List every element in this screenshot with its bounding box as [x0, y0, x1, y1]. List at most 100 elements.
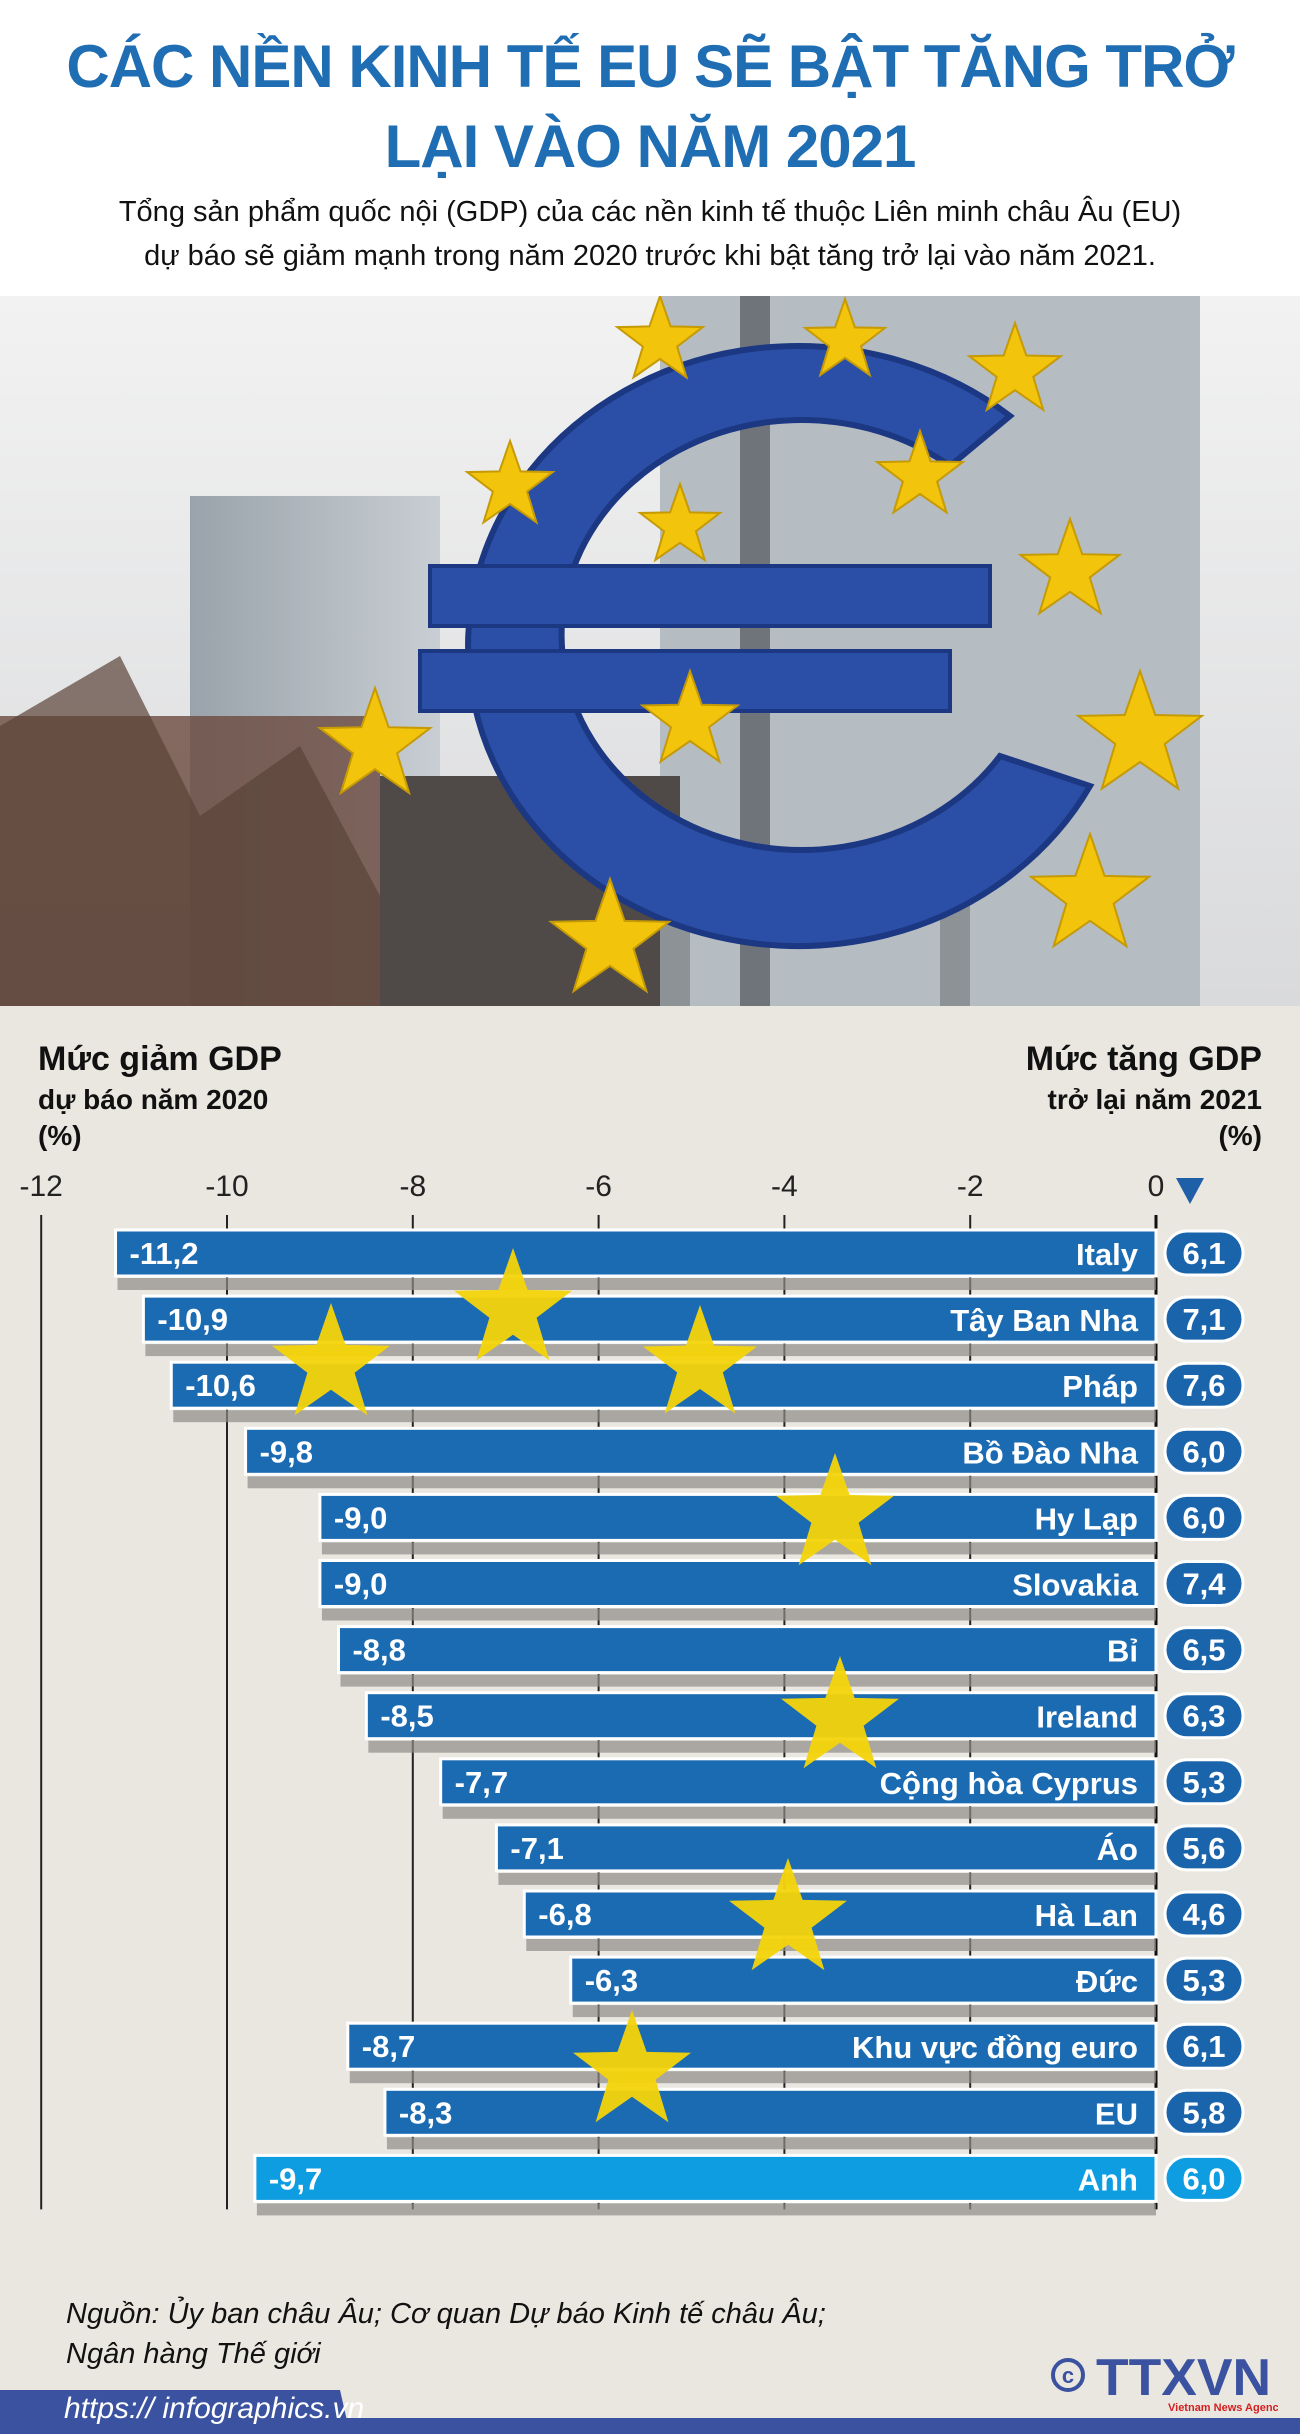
bar-row: -9,0 Hy Lạp 6,0	[318, 1492, 1245, 1555]
bar-row: -9,7 Anh 6,0	[253, 2153, 1245, 2216]
subtitle: Tổng sản phẩm quốc nội (GDP) của các nền…	[118, 196, 1182, 228]
bar-shadow	[386, 2137, 1156, 2150]
bar-shadow	[349, 2071, 1156, 2084]
country-label: Italy	[1076, 1237, 1139, 1272]
value-pill-2021	[1163, 1560, 1245, 1607]
bar-value-2020: -7,7	[455, 1765, 508, 1800]
country-label: Bồ Đào Nha	[962, 1435, 1138, 1470]
bar-shadow	[526, 1939, 1156, 1951]
bar-shadow	[321, 1542, 1156, 1555]
bar-shadow	[498, 1872, 1156, 1885]
photo-star	[802, 296, 888, 378]
euro-sculpture-photo	[0, 296, 1300, 1006]
bar-value-2020: -9,8	[260, 1434, 313, 1469]
bar-value-2021: 6,0	[1182, 1434, 1225, 1469]
star-icon	[272, 1303, 390, 1416]
country-label: Hà Lan	[1035, 1898, 1138, 1933]
bar	[114, 1228, 1158, 1278]
bar-row: -8,3 EU 5,8	[383, 2087, 1245, 2150]
bar-value-2021: 4,6	[1182, 1897, 1225, 1932]
page-title: CÁC NỀN KINH TẾ EU SẼ BẬT TĂNG TRỞ	[66, 33, 1234, 100]
bar-shadow	[256, 2203, 1156, 2216]
value-pill-2021	[1163, 1626, 1245, 1674]
bar-row: -8,8 Bỉ 6,5	[336, 1625, 1245, 1687]
bar-value-2020: -8,3	[399, 2095, 452, 2130]
country-label: Anh	[1078, 2162, 1138, 2197]
bar-value-2021: 5,3	[1182, 1963, 1225, 1998]
subtitle-line2: dự báo sẽ giảm mạnh trong năm 2020 trước…	[144, 240, 1156, 272]
page-title-line2: LẠI VÀO NĂM 2021	[384, 113, 917, 180]
bar-value-2021: 5,3	[1182, 1765, 1225, 1800]
bar-value-2020: -10,9	[157, 1302, 228, 1337]
x-tick-label: -8	[399, 1170, 427, 1203]
country-label: Đức	[1076, 1964, 1138, 1999]
website-link[interactable]: https:// infographics.vn	[64, 2392, 365, 2425]
source-note: Nguồn: Ủy ban châu Âu; Cơ quan Dự báo Ki…	[66, 2298, 826, 2330]
bar-shadow	[117, 1278, 1156, 1290]
bar-row: -10,9 Tây Ban Nha 7,1	[141, 1294, 1245, 1357]
country-label: Ireland	[1036, 1700, 1138, 1735]
bar-row: -8,5 Ireland 6,3	[364, 1691, 1245, 1753]
header-area	[0, 0, 1300, 296]
value-pill-2021	[1163, 1295, 1245, 1343]
country-label: Áo	[1097, 1832, 1138, 1867]
star-icon	[776, 1453, 894, 1566]
svg-text:c: c	[1062, 2363, 1074, 2388]
right-axis-title: Mức tăng GDP	[1025, 1040, 1262, 1078]
photo-star	[1028, 830, 1152, 949]
url-tab	[0, 2390, 350, 2434]
bar-row: -7,1 Áo 5,6	[494, 1823, 1245, 1885]
bar-value-2021: 6,3	[1182, 1699, 1225, 1734]
bar-value-2020: -6,8	[538, 1897, 591, 1932]
bar	[346, 2021, 1158, 2071]
x-tick-label: -4	[771, 1170, 798, 1203]
right-axis-unit: (%)	[1218, 1120, 1262, 1151]
left-axis-subtitle: dự báo năm 2020	[38, 1084, 269, 1115]
bar-shadow	[173, 1410, 1156, 1423]
photo-star	[639, 667, 741, 764]
photo-star	[637, 480, 723, 563]
ttxvn-logo: c TTXVN Vietnam News Agency	[1051, 2349, 1278, 2414]
country-label: Slovakia	[1012, 1568, 1139, 1603]
bar	[244, 1426, 1158, 1476]
bar-value-2020: -8,5	[380, 1699, 433, 1734]
bar	[439, 1757, 1158, 1807]
bar-value-2020: -6,3	[585, 1963, 638, 1998]
photo-star	[316, 684, 434, 796]
photo-star	[464, 437, 556, 525]
bar-shadow	[572, 2005, 1156, 2018]
value-pill-2021	[1163, 1758, 1245, 1806]
bar	[364, 1691, 1158, 1741]
bar-value-2020: -9,7	[269, 2161, 322, 2196]
bar-row: -6,3 Đức 5,3	[569, 1955, 1245, 2018]
photo-star	[1075, 667, 1205, 792]
bar-value-2021: 5,8	[1182, 2095, 1225, 2130]
country-label: Khu vực đồng euro	[852, 2030, 1138, 2065]
value-pill-2021	[1163, 1956, 1245, 2004]
bar-value-2020: -8,8	[352, 1633, 405, 1668]
bar-value-2021: 7,4	[1182, 1567, 1226, 1602]
bar	[336, 1625, 1158, 1675]
country-label: Bỉ	[1107, 1634, 1138, 1669]
left-axis-title: Mức giảm GDP	[38, 1040, 282, 1078]
x-tick-label: -12	[19, 1170, 63, 1203]
left-axis-unit: (%)	[38, 1120, 82, 1151]
value-pill-2021	[1163, 2154, 1245, 2202]
bar-row: -8,7 Khu vực đồng euro 6,1	[346, 2021, 1245, 2084]
value-pill-2021	[1163, 2088, 1245, 2136]
bar-value-2021: 6,1	[1182, 2029, 1225, 2064]
x-tick-label: -6	[585, 1170, 612, 1203]
bar	[141, 1294, 1158, 1344]
bar-row: -11,2 Italy 6,1	[114, 1228, 1245, 1290]
bar-shadow	[340, 1674, 1157, 1687]
star-icon	[729, 1858, 847, 1971]
bar-row: -9,0 Slovakia 7,4	[318, 1559, 1245, 1621]
star-icon	[454, 1248, 572, 1361]
photo-star	[1017, 515, 1123, 616]
value-pill-2021	[1163, 1361, 1245, 1409]
triangle-down-icon	[1176, 1178, 1204, 1204]
value-pill-2021	[1163, 1692, 1245, 1740]
value-pill-2021	[1163, 1427, 1245, 1475]
bar	[522, 1889, 1158, 1939]
